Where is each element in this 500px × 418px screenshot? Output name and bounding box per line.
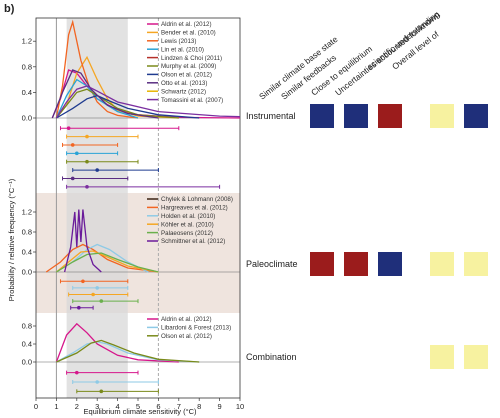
- rating-cell: [344, 252, 368, 276]
- panel-label: b): [4, 3, 15, 15]
- x-tick-label: 6: [156, 402, 160, 411]
- range-bar-mode: [95, 380, 99, 384]
- y-tick-label: 0.8: [22, 322, 32, 331]
- series-line: [55, 322, 179, 363]
- range-bar-mode: [91, 292, 95, 297]
- series-line: [56, 339, 200, 363]
- legend-entry: Palaeosens (2012): [161, 230, 213, 237]
- y-tick-label: 1.2: [22, 37, 32, 46]
- likely-range-shading: [66, 18, 128, 193]
- rating-cell: [378, 252, 402, 276]
- legend-entry: Libardoni & Forest (2013): [161, 325, 231, 332]
- row-label: Combination: [246, 352, 297, 362]
- y-tick-label: 0.0: [22, 268, 32, 277]
- range-bar-mode: [95, 286, 99, 290]
- legend-entry: Murphy et al. (2009): [161, 63, 216, 70]
- x-tick-label: 7: [177, 402, 181, 411]
- x-tick-label: 2: [75, 402, 79, 411]
- series-line: [55, 250, 159, 273]
- y-tick-label: 0.4: [22, 340, 32, 349]
- y-tick-label: 0.4: [22, 88, 32, 97]
- legend-entry: Olson et al. (2012): [161, 72, 212, 79]
- series-line: [51, 69, 159, 119]
- x-tick-label: 4: [116, 402, 120, 411]
- y-tick-label: 0.8: [22, 62, 32, 71]
- series-line: [45, 243, 159, 273]
- range-bar-mode: [77, 305, 81, 310]
- legend-entry: Chylek & Lohmann (2008): [161, 196, 233, 203]
- range-bar-mode: [70, 143, 75, 147]
- rating-cell: [464, 252, 488, 276]
- range-bar-mode: [85, 185, 89, 189]
- legend-entry: Tomassini et al. (2007): [161, 97, 223, 104]
- series-line: [56, 341, 200, 363]
- rating-cell: [464, 104, 488, 128]
- series-line: [55, 19, 139, 119]
- legend-entry: Lewis (2013): [161, 38, 196, 45]
- legend-entry: Aldrin et al. (2012): [161, 316, 212, 323]
- legend-entry: Otto et al. (2013): [161, 80, 207, 87]
- x-tick-label: 3: [95, 402, 99, 411]
- y-tick-label: 0.8: [22, 228, 32, 237]
- legend-entry: Hargreaves et al. (2012): [161, 205, 228, 212]
- range-bar-mode: [85, 159, 89, 164]
- y-tick-label: 1.2: [22, 208, 32, 217]
- rating-cell: [310, 252, 334, 276]
- range-bar-mode: [85, 134, 89, 139]
- y-tick-label: 0.0: [22, 358, 32, 367]
- legend-entry: Lindzen & Choi (2011): [161, 55, 222, 62]
- row-label: Instrumental: [246, 111, 296, 121]
- series-line: [56, 94, 200, 119]
- legend-entry: Bender et al. (2010): [161, 30, 216, 37]
- legend-entry: Schmittner et al. (2012): [161, 238, 225, 245]
- range-bar-mode: [95, 168, 99, 172]
- row-label: Paleoclimate: [246, 259, 298, 269]
- legend-entry: Lin et al. (2010): [161, 46, 204, 53]
- legend-entry: Köhler et al. (2010): [161, 221, 214, 228]
- range-bar-mode: [66, 126, 71, 130]
- series-line: [63, 209, 102, 273]
- range-bar-mode: [99, 299, 104, 303]
- x-axis-label: Equilibrium climate sensitivity (°C): [83, 407, 197, 416]
- rating-cell: [430, 252, 454, 276]
- rating-cell: [310, 104, 334, 128]
- x-tick-label: 9: [218, 402, 222, 411]
- series-line: [55, 88, 179, 119]
- rating-cell: [430, 345, 454, 369]
- rating-cell: [344, 104, 368, 128]
- rating-cell: [430, 104, 454, 128]
- range-bar-mode: [99, 389, 104, 394]
- series-line: [56, 252, 159, 273]
- x-tick-label: 0: [34, 402, 38, 411]
- y-tick-label: 0.4: [22, 248, 32, 257]
- series-line: [55, 85, 241, 119]
- range-bar-mode: [81, 279, 85, 284]
- rating-cell: [378, 104, 402, 128]
- range-bar-mode: [70, 176, 75, 181]
- x-tick-label: 10: [236, 402, 244, 411]
- y-axis-label: Probability / relative frequency (°C⁻¹): [7, 178, 16, 301]
- legend-entry: Holden et al. (2010): [161, 213, 215, 220]
- y-tick-label: 0.0: [22, 114, 32, 123]
- x-tick-label: 8: [197, 402, 201, 411]
- range-bar-mode: [75, 370, 79, 375]
- x-tick-label: 1: [54, 402, 58, 411]
- legend-entry: Aldrin et al. (2012): [161, 21, 212, 28]
- range-bar-mode: [75, 151, 79, 156]
- x-tick-label: 5: [136, 402, 140, 411]
- legend-entry: Olson et al. (2012): [161, 333, 212, 340]
- rating-cell: [464, 345, 488, 369]
- legend-entry: Schwartz (2012): [161, 88, 206, 95]
